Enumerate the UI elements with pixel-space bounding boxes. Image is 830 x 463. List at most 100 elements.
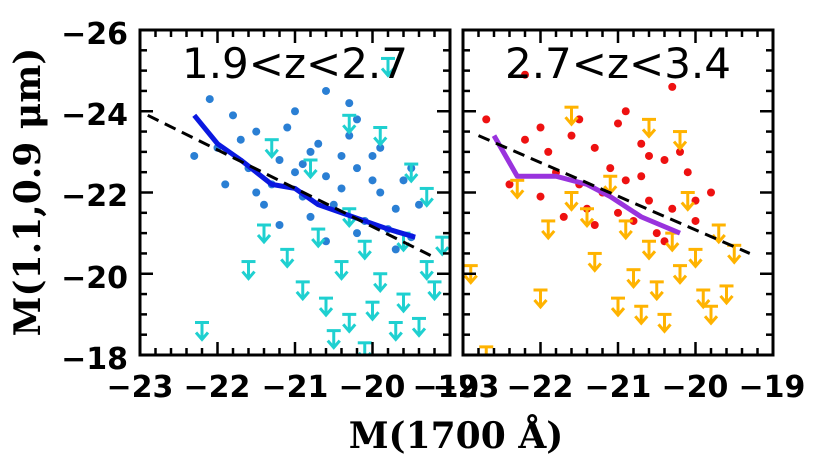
- data-point: [337, 151, 346, 160]
- y-tick-label: −24: [61, 98, 128, 133]
- data-point: [668, 82, 677, 91]
- data-point: [353, 229, 361, 238]
- upper-limit-arrow: [419, 260, 434, 281]
- arrow-head: [626, 278, 641, 289]
- arrow-head: [727, 254, 742, 265]
- upper-limit-arrow: [311, 227, 326, 249]
- data-point: [683, 168, 692, 177]
- data-point: [482, 115, 491, 124]
- arrow-head: [533, 299, 548, 310]
- upper-limit-arrow: [587, 251, 602, 273]
- upper-limit-arrow: [626, 268, 641, 289]
- x-tick-label: −20: [662, 370, 729, 405]
- upper-limit-arrow: [703, 304, 719, 326]
- arrow-head: [564, 201, 579, 212]
- arrow-head: [334, 270, 349, 281]
- arrow-head: [241, 270, 256, 281]
- arrow-head: [318, 307, 334, 318]
- arrow-head: [719, 294, 734, 306]
- panel-title-right: 2.7<z<3.4: [505, 39, 731, 88]
- data-point: [614, 119, 622, 128]
- arrow-head: [256, 234, 272, 245]
- data-point: [567, 131, 576, 140]
- upper-limit-arrow: [719, 284, 734, 306]
- arrow-head: [480, 357, 492, 364]
- x-tick-label: −22: [507, 370, 574, 405]
- arrow-head: [342, 217, 357, 229]
- upper-limit-arrow: [610, 296, 626, 318]
- upper-limit-arrow: [641, 117, 657, 139]
- upper-limit-arrow: [696, 288, 711, 310]
- data-point: [621, 107, 630, 116]
- arrow-head: [618, 229, 633, 241]
- upper-limit-arrow: [541, 219, 556, 241]
- data-point: [252, 188, 261, 197]
- y-tick-label: −18: [61, 342, 128, 377]
- data-point: [291, 168, 299, 177]
- arrow-head: [373, 282, 388, 294]
- panel-left: [138, 28, 452, 357]
- upper-limit-arrow: [241, 260, 256, 281]
- x-tick-label: −21: [262, 370, 329, 405]
- data-point: [236, 135, 245, 144]
- data-point: [415, 200, 423, 209]
- upper-limit-arrow: [373, 272, 388, 294]
- data-point: [306, 147, 315, 156]
- data-point: [614, 208, 622, 217]
- x-tick-label: −19: [739, 370, 806, 405]
- arrow-head: [357, 250, 372, 261]
- data-point: [691, 216, 700, 225]
- data-point: [391, 204, 400, 213]
- x-tick-label: −23: [107, 370, 174, 405]
- upper-limit-arrow: [564, 191, 579, 212]
- upper-limit-arrow: [334, 260, 349, 281]
- arrow-head: [463, 274, 478, 285]
- arrow-head: [696, 299, 711, 310]
- x-tick-label: −21: [585, 370, 652, 405]
- x-tick-label: −22: [184, 370, 251, 405]
- data-point: [637, 172, 646, 181]
- upper-limit-arrow: [479, 345, 494, 364]
- data-point: [229, 111, 237, 120]
- data-point: [376, 143, 385, 152]
- data-point: [521, 70, 529, 79]
- arrow-head: [564, 116, 579, 127]
- arrow-head: [419, 197, 434, 208]
- x-axis-title: M(1700 Å): [349, 415, 564, 457]
- upper-limit-arrow: [404, 162, 419, 184]
- arrow-head: [610, 307, 626, 318]
- data-point: [637, 139, 646, 148]
- upper-limit-arrow: [672, 264, 688, 285]
- upper-limit-arrow: [396, 292, 411, 314]
- data-point: [345, 131, 354, 140]
- arrow-head: [665, 242, 680, 253]
- arrow-head: [411, 327, 427, 338]
- data-point: [544, 147, 553, 156]
- arrow-head: [510, 189, 525, 200]
- arrow-head: [435, 246, 450, 257]
- arrow-head: [404, 173, 419, 184]
- arrow-head: [579, 217, 595, 229]
- arrow-head: [373, 136, 388, 147]
- data-point: [291, 107, 299, 116]
- upper-limit-arrow: [649, 280, 664, 302]
- upper-limit-arrow: [634, 304, 649, 326]
- data-point: [521, 135, 529, 144]
- upper-limit-arrow: [264, 138, 279, 159]
- upper-limit-arrow: [357, 239, 372, 261]
- data-point: [322, 172, 330, 181]
- data-point: [376, 188, 385, 197]
- upper-limit-arrow: [388, 321, 403, 342]
- data-point: [283, 123, 292, 132]
- data-point: [590, 143, 599, 152]
- arrow-head: [264, 148, 279, 159]
- upper-limit-arrow: [419, 186, 434, 208]
- plot-area: [463, 70, 751, 364]
- upper-limit-arrow: [727, 243, 742, 265]
- arrow-head: [703, 315, 719, 326]
- upper-limit-arrow: [427, 280, 442, 302]
- upper-limit-arrow: [680, 191, 695, 212]
- upper-limit-arrow: [303, 158, 318, 180]
- data-point: [368, 176, 377, 185]
